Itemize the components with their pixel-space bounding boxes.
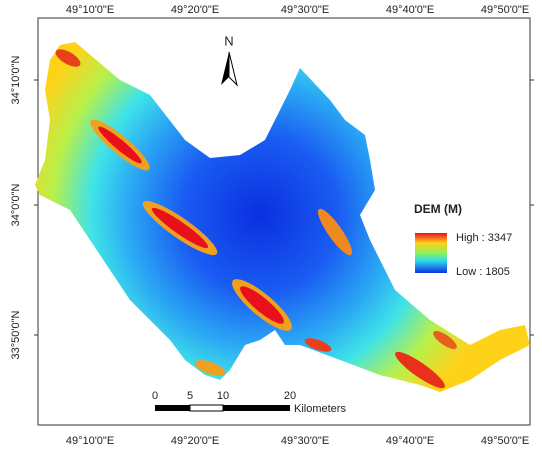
lat-label: 34°10'0"N	[10, 55, 22, 104]
lat-label: 33°50'0"N	[10, 310, 22, 359]
lon-label: 49°20'0"E	[171, 4, 219, 16]
legend-low: Low : 1805	[456, 266, 510, 278]
lon-label: 49°40'0"E	[386, 435, 434, 447]
lon-label: 49°50'0"E	[481, 4, 529, 16]
scale-label: 0	[152, 390, 158, 402]
legend-high: High : 3347	[456, 232, 512, 244]
lat-label: 34°0'0"N	[10, 184, 22, 227]
north-label: N	[224, 33, 233, 48]
lon-label: 49°40'0"E	[386, 4, 434, 16]
north-arrow: N	[221, 33, 237, 85]
lon-label: 49°30'0"E	[281, 4, 329, 16]
map: 49°10'0"E 49°20'0"E 49°30'0"E 49°40'0"E 49°5…	[0, 0, 542, 457]
scale-bar: 0 5 10 20 Kilometers	[152, 390, 347, 415]
lon-label: 49°20'0"E	[171, 435, 219, 447]
dem-region	[35, 42, 530, 393]
scale-label: 20	[284, 390, 296, 402]
legend-ramp	[415, 233, 447, 273]
scale-label: 5	[187, 390, 193, 402]
lon-label: 49°10'0"E	[66, 4, 114, 16]
scale-unit: Kilometers	[294, 403, 346, 415]
lon-label: 49°30'0"E	[281, 435, 329, 447]
lon-label: 49°50'0"E	[481, 435, 529, 447]
lon-label: 49°10'0"E	[66, 435, 114, 447]
scale-label: 10	[217, 390, 229, 402]
legend-title: DEM (M)	[414, 202, 462, 216]
legend: DEM (M) High : 3347 Low : 1805	[414, 202, 512, 278]
